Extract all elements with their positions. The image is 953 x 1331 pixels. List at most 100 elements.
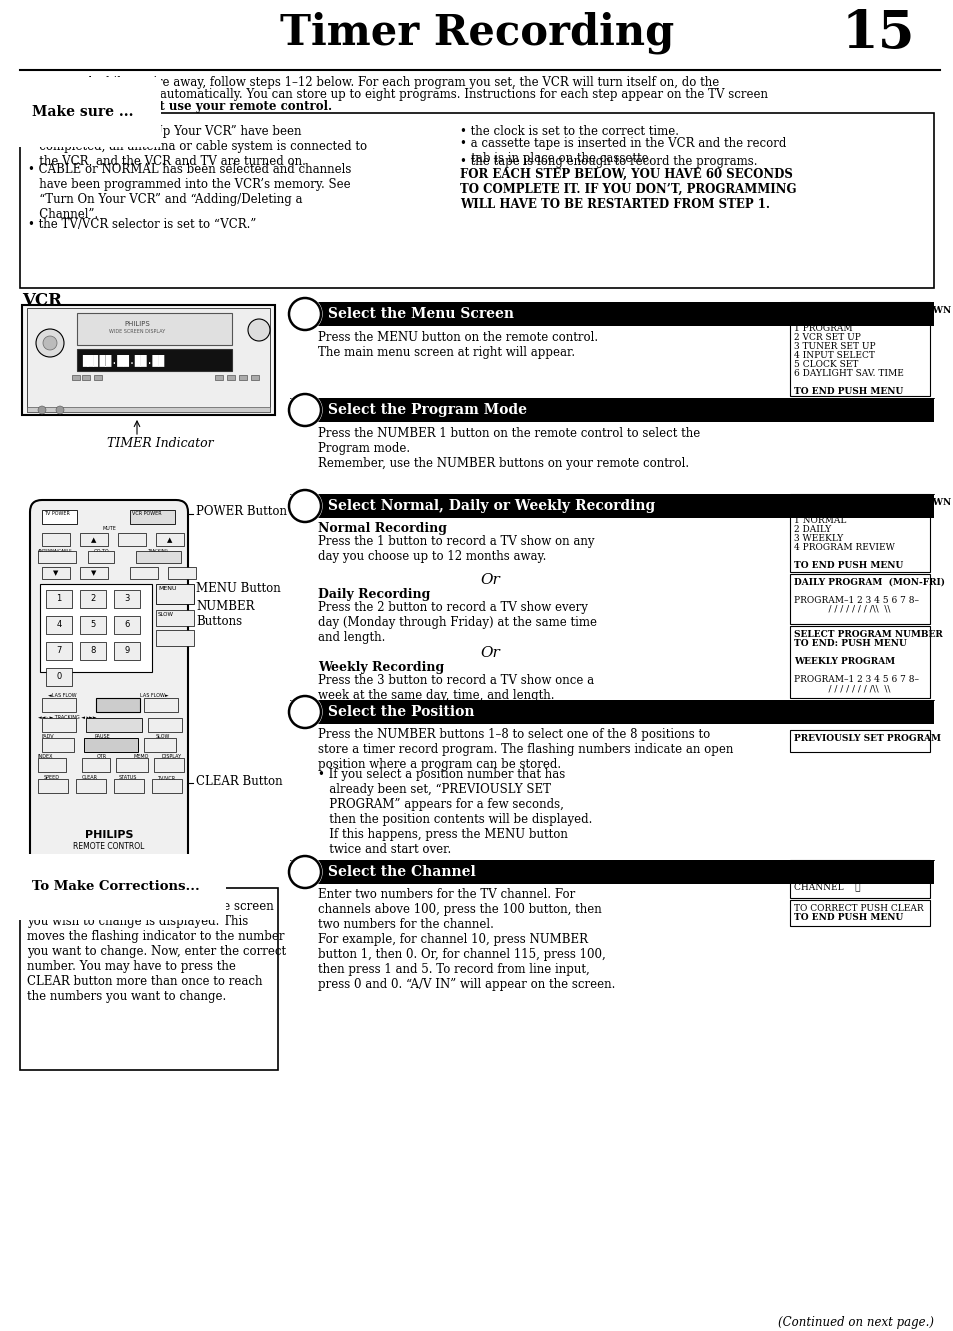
Text: • CABLE or NORMAL has been selected and channels
   have been programmed into th: • CABLE or NORMAL has been selected and … <box>28 162 351 221</box>
Text: SELECT PROGRAM NUMBER: SELECT PROGRAM NUMBER <box>793 630 942 639</box>
Bar <box>42 717 76 732</box>
Bar <box>77 313 232 345</box>
Text: 1 PROGRAM: 1 PROGRAM <box>793 323 852 333</box>
Circle shape <box>36 329 64 357</box>
Text: ▲: ▲ <box>167 536 172 543</box>
Text: 15: 15 <box>841 8 914 59</box>
Text: ██▊██.██.██.██: ██▊██.██.██.██ <box>82 354 164 366</box>
Text: • the TV/VCR selector is set to “VCR.”: • the TV/VCR selector is set to “VCR.” <box>28 218 256 232</box>
Circle shape <box>38 406 46 414</box>
Text: 5 CLOCK SET: 5 CLOCK SET <box>793 359 858 369</box>
Bar <box>77 349 232 371</box>
FancyBboxPatch shape <box>30 500 188 870</box>
Bar <box>239 375 247 379</box>
Text: MUTE: MUTE <box>102 526 116 531</box>
Text: after you begin.: after you begin. <box>20 100 118 113</box>
Bar <box>46 616 71 634</box>
Bar <box>130 567 158 579</box>
Bar <box>94 375 102 379</box>
Text: Normal Recording: Normal Recording <box>317 522 447 535</box>
Bar <box>80 616 106 634</box>
Text: VCR: VCR <box>22 291 62 309</box>
Text: Select the Position: Select the Position <box>328 705 474 719</box>
Circle shape <box>288 393 322 427</box>
Text: 4 PROGRAM REVIEW: 4 PROGRAM REVIEW <box>793 543 894 552</box>
Bar <box>789 729 929 752</box>
Circle shape <box>288 488 322 523</box>
Text: Select the Channel: Select the Channel <box>328 865 476 878</box>
Bar <box>113 642 140 660</box>
Text: NORMAL PROGRAM: NORMAL PROGRAM <box>793 864 890 873</box>
Text: 4: 4 <box>56 620 62 630</box>
Bar <box>42 567 70 579</box>
Text: Select the Program Mode: Select the Program Mode <box>328 403 526 417</box>
Bar <box>96 697 140 712</box>
Bar <box>84 737 138 752</box>
Bar <box>789 860 929 898</box>
Text: • the clock is set to the correct time.: • the clock is set to the correct time. <box>459 125 679 138</box>
Bar <box>86 717 142 732</box>
Text: TO END PUSH MENU: TO END PUSH MENU <box>793 560 902 570</box>
Text: T: T <box>20 75 51 117</box>
Circle shape <box>43 335 57 350</box>
Text: 6: 6 <box>124 620 130 630</box>
Text: ANTENNA/CABLE: ANTENNA/CABLE <box>37 548 72 552</box>
Text: WEEKLY PROGRAM: WEEKLY PROGRAM <box>793 658 894 666</box>
Bar <box>27 407 270 413</box>
Text: TO END PUSH MENU: TO END PUSH MENU <box>793 913 902 922</box>
Text: 3: 3 <box>124 594 130 603</box>
Bar <box>144 737 175 752</box>
Bar <box>113 590 140 608</box>
Text: PROGRAM–1 2 3 4 5 6 7 8–: PROGRAM–1 2 3 4 5 6 7 8– <box>793 675 918 684</box>
Bar <box>136 551 181 563</box>
Bar <box>156 610 193 626</box>
Bar <box>82 375 90 379</box>
Text: 4 INPUT SELECT: 4 INPUT SELECT <box>793 351 874 359</box>
Bar <box>38 551 76 563</box>
Text: TO END: PUSH MENU: TO END: PUSH MENU <box>793 639 905 648</box>
Bar <box>789 574 929 624</box>
Bar <box>153 757 184 772</box>
Text: Press the 2 button to record a TV show every
day (Monday through Friday) at the : Press the 2 button to record a TV show e… <box>317 602 597 644</box>
Bar <box>314 302 933 326</box>
Text: 2 DAILY: 2 DAILY <box>793 524 830 534</box>
Text: 1: 1 <box>56 594 62 603</box>
Bar <box>156 584 193 604</box>
Text: 1: 1 <box>298 307 311 325</box>
Bar <box>116 757 148 772</box>
Bar <box>80 590 106 608</box>
Text: CLEAR Button: CLEAR Button <box>195 775 282 788</box>
Text: PAUSE: PAUSE <box>94 733 110 739</box>
Bar <box>314 398 933 422</box>
Text: TRACKING: TRACKING <box>148 548 169 552</box>
Text: o record while you’re away, follow steps 1–12 below. For each program you set, t: o record while you’re away, follow steps… <box>42 76 719 89</box>
Bar <box>113 616 140 634</box>
Bar <box>80 642 106 660</box>
Text: 3 TUNER SET UP: 3 TUNER SET UP <box>793 342 875 351</box>
Circle shape <box>288 695 322 729</box>
Text: recording, and turn off automatically. You can store up to eight programs. Instr: recording, and turn off automatically. Y… <box>20 88 767 101</box>
Bar <box>27 307 270 413</box>
Bar <box>789 494 929 572</box>
Bar <box>42 737 74 752</box>
Text: 2 VCR SET UP: 2 VCR SET UP <box>793 333 860 342</box>
Bar <box>144 697 178 712</box>
Bar <box>156 630 193 646</box>
Bar <box>46 642 71 660</box>
Text: TV/VCR: TV/VCR <box>157 775 175 780</box>
Text: Press the CLEAR button while the screen
you wish to change is displayed. This
mo: Press the CLEAR button while the screen … <box>27 900 286 1004</box>
Bar <box>214 375 223 379</box>
Text: 5: 5 <box>298 865 311 882</box>
Bar <box>20 113 933 287</box>
Text: WIDE SCREEN DISPLAY: WIDE SCREEN DISPLAY <box>109 329 165 334</box>
Text: TIMER Indicator: TIMER Indicator <box>107 437 213 450</box>
Text: To Make Corrections...: To Make Corrections... <box>32 881 199 893</box>
Bar <box>82 757 110 772</box>
Text: 3: 3 <box>298 499 311 516</box>
Bar <box>20 888 277 1070</box>
Bar <box>40 584 152 672</box>
Text: REMOTE CONTROL: REMOTE CONTROL <box>73 843 145 851</box>
Text: MENU Button: MENU Button <box>195 582 280 595</box>
Text: 4: 4 <box>298 705 311 723</box>
Text: PHILIPS: PHILIPS <box>85 831 133 840</box>
